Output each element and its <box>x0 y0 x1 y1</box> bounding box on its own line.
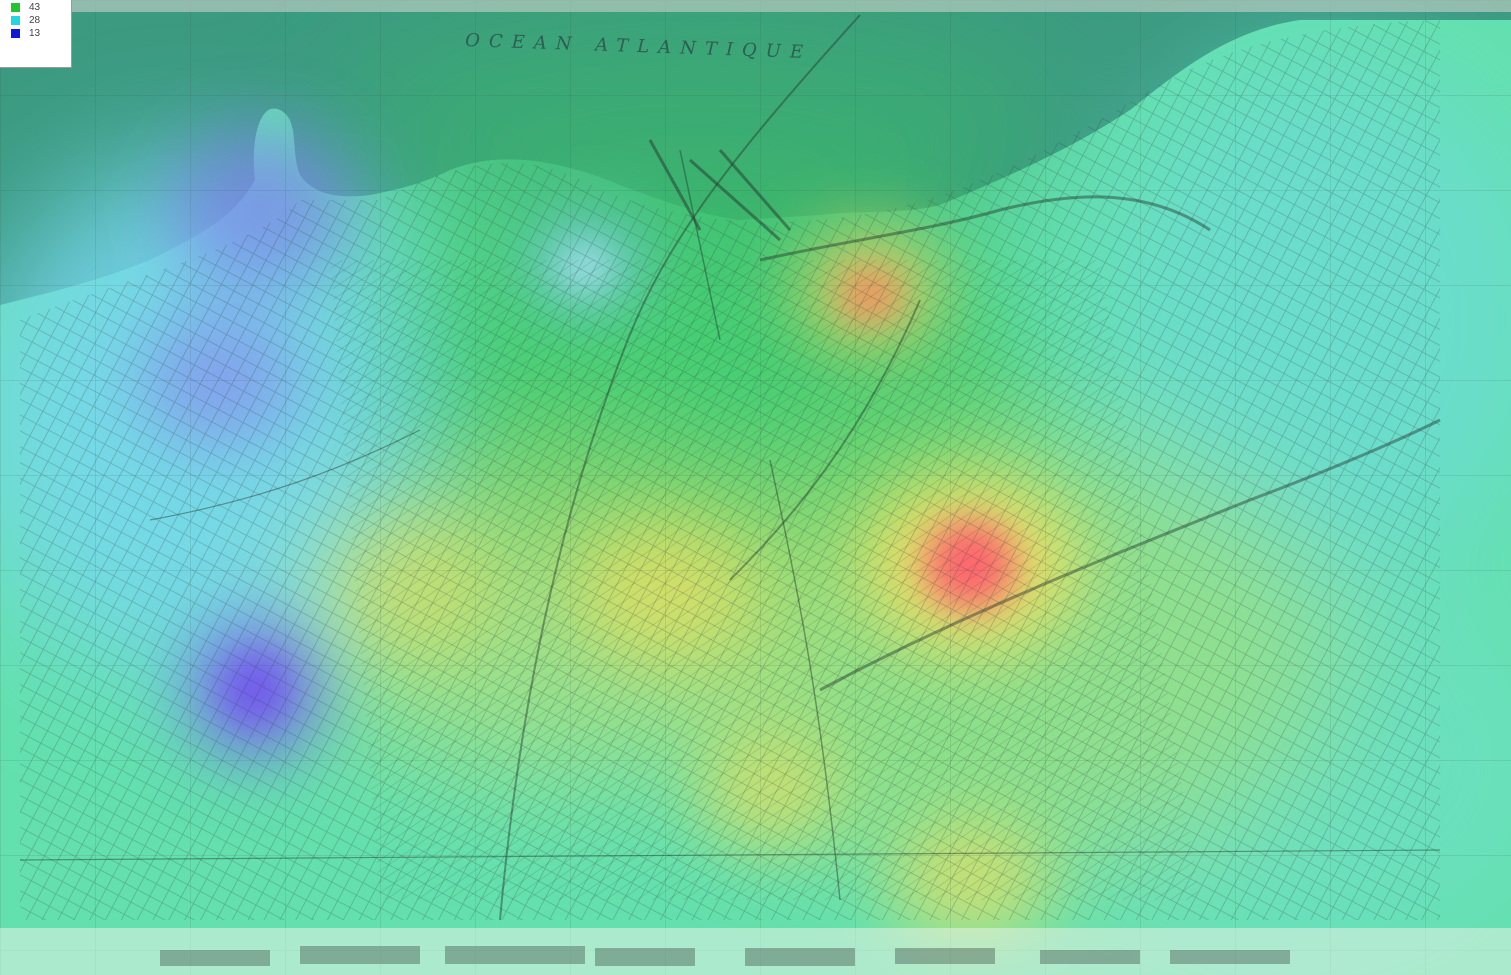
legend-swatch-high <box>11 3 20 12</box>
legend-swatch-low <box>11 29 20 38</box>
legend-label: 43 <box>29 1 41 13</box>
legend-label: 13 <box>29 27 41 39</box>
legend: 43 28 13 <box>0 0 72 68</box>
legend-label: 28 <box>29 14 41 26</box>
legend-item: 28 <box>11 14 71 27</box>
legend-item: 43 <box>11 1 71 14</box>
map-bottom-margin <box>0 928 1511 975</box>
legend-swatch-mid <box>11 16 20 25</box>
map-top-strip <box>0 0 1511 12</box>
legend-item: 13 <box>11 27 71 40</box>
